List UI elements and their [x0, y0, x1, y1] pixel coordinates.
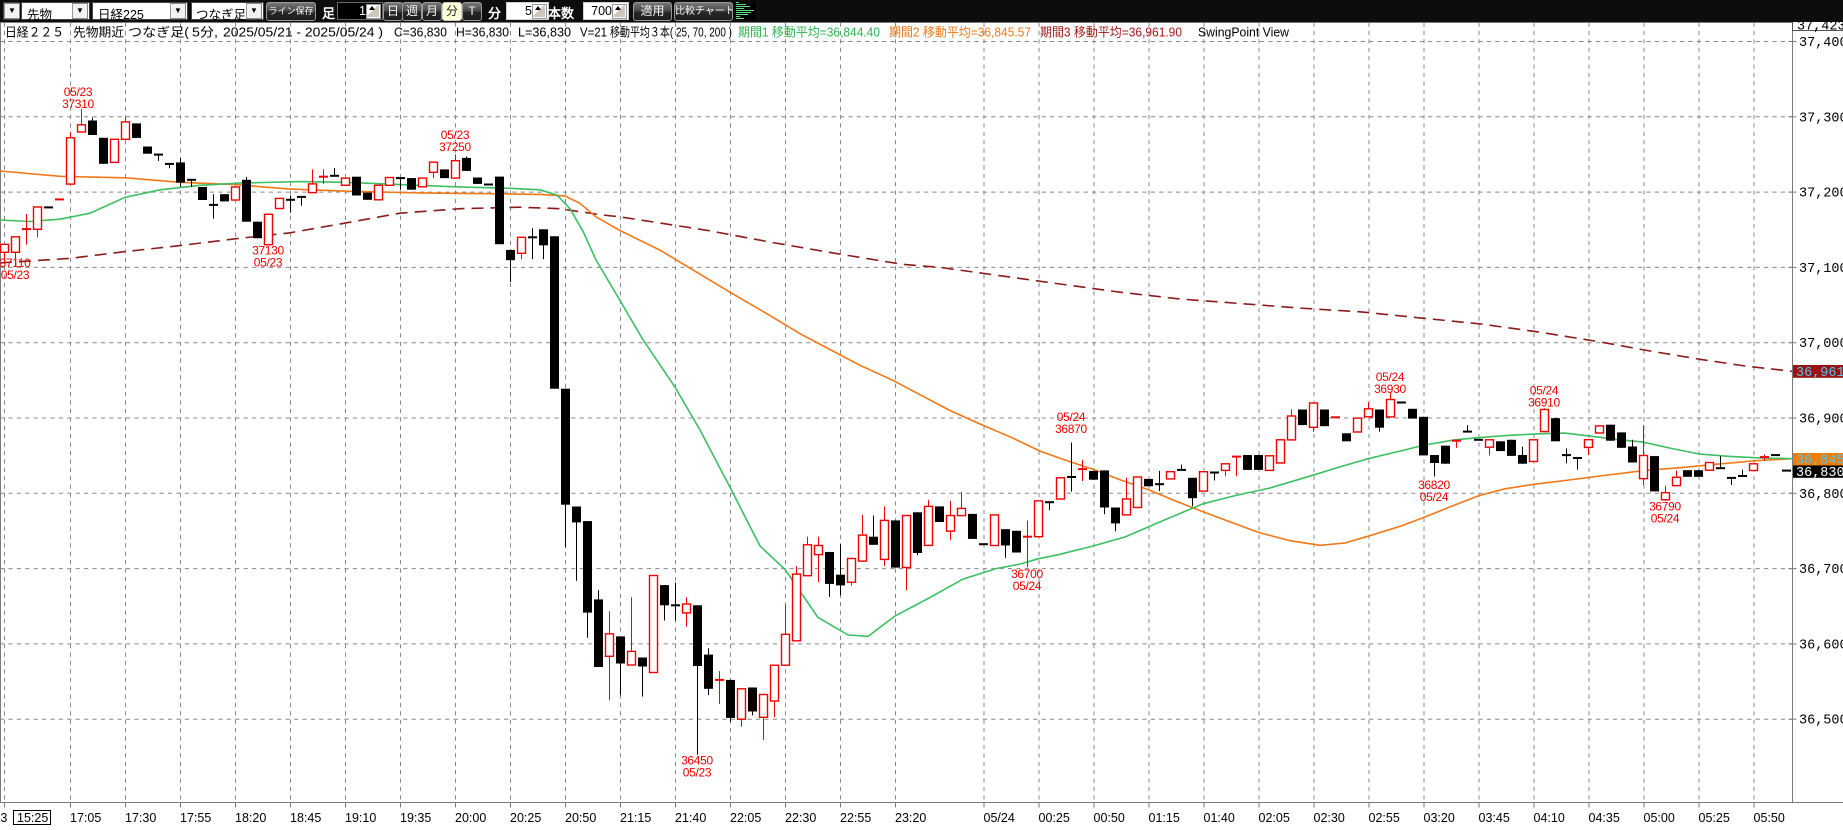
- svg-text:05/24: 05/24: [1376, 370, 1405, 384]
- svg-text:期間2 移動平均=36,845.57: 期間2 移動平均=36,845.57: [889, 26, 1031, 40]
- svg-text:22:55: 22:55: [840, 811, 871, 825]
- svg-text:04:10: 04:10: [1534, 811, 1565, 825]
- svg-text:15:25: 15:25: [17, 811, 48, 825]
- svg-text:先物期近: 先物期近: [73, 26, 124, 40]
- svg-text:36790: 36790: [1649, 500, 1681, 514]
- svg-text:37,300.: 37,300.: [1799, 111, 1843, 126]
- svg-text:V=21: V=21: [580, 26, 607, 40]
- svg-text:19:35: 19:35: [400, 811, 431, 825]
- svg-text:H=36,830: H=36,830: [456, 26, 509, 40]
- svg-text:L=36,830: L=36,830: [518, 26, 571, 40]
- svg-text:18:45: 18:45: [290, 811, 321, 825]
- svg-text:36,600.: 36,600.: [1799, 638, 1843, 653]
- svg-text:05:25: 05:25: [1699, 811, 1730, 825]
- svg-text:36,961.: 36,961.: [1796, 366, 1843, 381]
- svg-text:21:15: 21:15: [620, 811, 651, 825]
- svg-text:20:25: 20:25: [510, 811, 541, 825]
- svg-text:05/23: 05/23: [64, 85, 93, 99]
- svg-text:37,200.: 37,200.: [1799, 187, 1843, 202]
- svg-text:期間1 移動平均=36,844.40: 期間1 移動平均=36,844.40: [738, 26, 880, 40]
- svg-text:2025/05/21 - 2025/05/24 ): 2025/05/21 - 2025/05/24 ): [223, 26, 383, 40]
- svg-text:00:25: 00:25: [1039, 811, 1070, 825]
- svg-text:05/24: 05/24: [1057, 410, 1086, 424]
- svg-text:03:20: 03:20: [1424, 811, 1455, 825]
- svg-text:36700: 36700: [1011, 567, 1043, 581]
- svg-text:36820: 36820: [1418, 478, 1450, 492]
- svg-text:05/23: 05/23: [254, 256, 283, 270]
- svg-text:23:20: 23:20: [895, 811, 926, 825]
- svg-text:00:50: 00:50: [1094, 811, 1125, 825]
- svg-text:36,800.: 36,800.: [1799, 488, 1843, 503]
- svg-text:05/23: 05/23: [683, 766, 712, 780]
- svg-text:36450: 36450: [681, 754, 713, 768]
- svg-text:37,000.: 37,000.: [1799, 337, 1843, 352]
- svg-text:05/24: 05/24: [1651, 512, 1680, 526]
- svg-text:05/24: 05/24: [1530, 384, 1559, 398]
- svg-text:21:40: 21:40: [675, 811, 706, 825]
- svg-text:22:30: 22:30: [785, 811, 816, 825]
- svg-text:SwingPoint View: SwingPoint View: [1198, 26, 1290, 40]
- svg-text:36870: 36870: [1055, 422, 1087, 436]
- svg-text:20:50: 20:50: [565, 811, 596, 825]
- svg-text:17:55: 17:55: [180, 811, 211, 825]
- svg-text:期間3 移動平均=36,961.90: 期間3 移動平均=36,961.90: [1040, 26, 1182, 40]
- svg-text:05/24: 05/24: [984, 811, 1015, 825]
- svg-text:36930: 36930: [1374, 382, 1406, 396]
- svg-text:37110: 37110: [0, 256, 31, 270]
- svg-text:36,500.: 36,500.: [1799, 714, 1843, 729]
- svg-text:01:15: 01:15: [1149, 811, 1180, 825]
- svg-text:17:30: 17:30: [125, 811, 156, 825]
- svg-text:22:05: 22:05: [730, 811, 761, 825]
- svg-text:C=36,830: C=36,830: [394, 26, 447, 40]
- svg-text:05/23: 05/23: [0, 811, 7, 825]
- svg-text:19:10: 19:10: [345, 811, 376, 825]
- svg-text:37,100.: 37,100.: [1799, 262, 1843, 277]
- svg-text:37,400.: 37,400.: [1799, 36, 1843, 51]
- svg-text:移動平均３本( 25, 70, 200 ): 移動平均３本( 25, 70, 200 ): [610, 26, 732, 40]
- svg-text:36,845.: 36,845.: [1796, 454, 1843, 469]
- svg-text:01:40: 01:40: [1204, 811, 1235, 825]
- svg-text:36910: 36910: [1528, 396, 1560, 410]
- svg-text:日経２２５: 日経２２５: [5, 26, 64, 40]
- svg-text:17:05: 17:05: [70, 811, 101, 825]
- svg-text:つなぎ足(: つなぎ足(: [128, 26, 190, 40]
- svg-text:02:30: 02:30: [1314, 811, 1345, 825]
- svg-text:37250: 37250: [439, 140, 471, 154]
- svg-text:36,900.: 36,900.: [1799, 413, 1843, 428]
- svg-text:05:00: 05:00: [1644, 811, 1675, 825]
- svg-text:37310: 37310: [62, 97, 94, 111]
- svg-text:05/23: 05/23: [441, 128, 470, 142]
- svg-text:18:20: 18:20: [235, 811, 266, 825]
- svg-text:05:50: 05:50: [1754, 811, 1785, 825]
- svg-text:05/24: 05/24: [1420, 490, 1449, 504]
- svg-text:36,700.: 36,700.: [1799, 563, 1843, 578]
- svg-text:03:45: 03:45: [1479, 811, 1510, 825]
- svg-text:20:00: 20:00: [455, 811, 486, 825]
- svg-text:5分,: 5分,: [192, 26, 218, 40]
- svg-text:02:55: 02:55: [1369, 811, 1400, 825]
- svg-text:02:05: 02:05: [1259, 811, 1290, 825]
- svg-text:04:35: 04:35: [1589, 811, 1620, 825]
- svg-text:05/23: 05/23: [1, 268, 30, 282]
- svg-text:36,830: 36,830: [1796, 466, 1843, 481]
- svg-text:05/24: 05/24: [1013, 579, 1042, 593]
- svg-text:37,423.: 37,423.: [1797, 20, 1843, 35]
- svg-text:37130: 37130: [252, 244, 284, 258]
